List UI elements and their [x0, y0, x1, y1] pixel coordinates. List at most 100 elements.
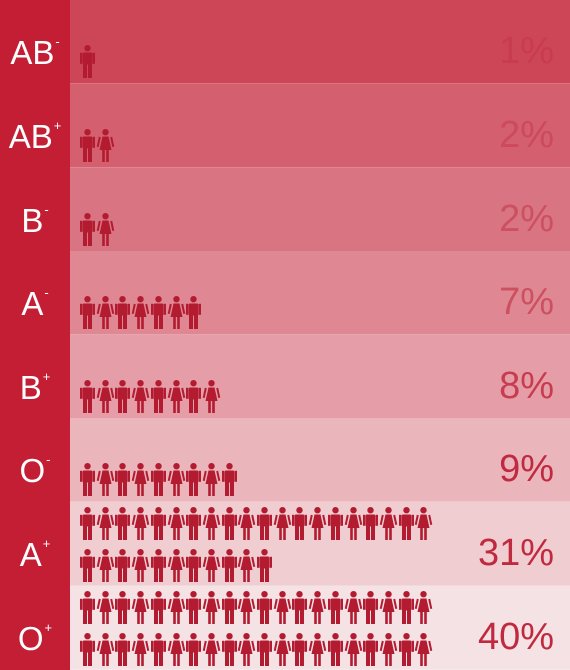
- person-icon: [115, 549, 131, 582]
- blood-type-letter: A: [21, 285, 44, 322]
- person-icon: [96, 213, 114, 246]
- person-icon: [292, 591, 308, 624]
- blood-type-label: AB-: [0, 35, 70, 69]
- person-icon: [238, 633, 256, 666]
- person-icon: [96, 463, 114, 496]
- person-icon: [115, 591, 131, 624]
- person-icon: [80, 463, 95, 496]
- blood-type-label: A+: [0, 537, 70, 571]
- person-icon: [115, 380, 131, 413]
- person-icon: [257, 549, 272, 582]
- person-icon: [80, 129, 95, 162]
- row-b-positive: [70, 335, 570, 419]
- person-icon: [202, 463, 221, 496]
- person-icon: [398, 591, 414, 624]
- person-icon: [292, 507, 308, 540]
- row-o-negative: [70, 418, 570, 502]
- blood-type-label: O+: [0, 621, 70, 655]
- person-icon: [167, 380, 185, 413]
- blood-type-label: B+: [0, 370, 70, 404]
- percent-label: 2%: [499, 114, 554, 156]
- person-icon: [292, 633, 308, 666]
- person-icon: [379, 591, 398, 624]
- person-icon: [363, 507, 379, 540]
- person-icon: [238, 549, 256, 582]
- person-icon: [115, 296, 131, 329]
- row-a-negative: [70, 251, 570, 335]
- person-icon: [202, 549, 221, 582]
- person-icon: [131, 507, 150, 540]
- person-icon: [238, 507, 256, 540]
- rh-sign: +: [42, 369, 51, 384]
- person-icon: [167, 549, 185, 582]
- rh-sign: -: [46, 452, 51, 467]
- person-icon: [167, 463, 185, 496]
- person-icon: [327, 507, 343, 540]
- person-icon: [150, 380, 166, 413]
- blood-type-letter: O: [17, 620, 44, 657]
- percent-label: 1%: [499, 30, 554, 72]
- blood-type-letter: B: [21, 202, 44, 239]
- person-icon: [150, 296, 166, 329]
- person-icon: [96, 507, 114, 540]
- person-icon: [96, 129, 114, 162]
- person-icon: [167, 591, 185, 624]
- person-icon: [131, 463, 150, 496]
- person-icon: [80, 380, 95, 413]
- blood-type-label: O-: [0, 453, 70, 487]
- rh-sign: -: [55, 34, 60, 49]
- person-icon: [96, 549, 114, 582]
- rh-sign: +: [44, 620, 53, 635]
- person-icon: [80, 549, 95, 582]
- percent-label: 7%: [499, 281, 554, 323]
- person-icon: [221, 633, 237, 666]
- person-icon: [96, 380, 114, 413]
- person-icon: [80, 633, 95, 666]
- person-icon: [186, 591, 202, 624]
- person-icon: [202, 591, 221, 624]
- person-icon: [131, 549, 150, 582]
- person-icon: [131, 380, 150, 413]
- percent-label: 31%: [477, 532, 554, 574]
- person-icon: [398, 633, 414, 666]
- blood-type-letter: O: [19, 452, 46, 489]
- person-icon: [150, 549, 166, 582]
- person-icon: [308, 507, 327, 540]
- person-icon: [150, 463, 166, 496]
- row-ab-positive: [70, 84, 570, 168]
- rh-sign: -: [44, 285, 49, 300]
- person-icon: [186, 633, 202, 666]
- person-icon: [398, 507, 414, 540]
- person-icon: [363, 591, 379, 624]
- person-icon: [221, 507, 237, 540]
- person-icon: [273, 507, 291, 540]
- person-icon: [131, 296, 150, 329]
- person-icon: [415, 591, 433, 624]
- person-icon: [131, 591, 150, 624]
- person-icon: [379, 633, 398, 666]
- blood-type-letter: B: [19, 369, 42, 406]
- person-icon: [327, 633, 343, 666]
- person-icon: [150, 591, 166, 624]
- percent-label: 9%: [499, 448, 554, 490]
- row-b-negative: [70, 168, 570, 252]
- person-icon: [80, 296, 95, 329]
- person-icon: [96, 296, 114, 329]
- blood-type-sidebar: [0, 0, 70, 670]
- person-icon: [379, 507, 398, 540]
- person-icon: [202, 380, 221, 413]
- person-icon: [80, 213, 95, 246]
- person-icon: [96, 591, 114, 624]
- person-icon: [150, 507, 166, 540]
- person-icon: [327, 591, 343, 624]
- percent-label: 2%: [499, 198, 554, 240]
- blood-type-label: AB+: [0, 119, 70, 153]
- person-icon: [186, 296, 202, 329]
- person-icon: [167, 633, 185, 666]
- person-icon: [80, 591, 95, 624]
- rh-sign: -: [44, 202, 49, 217]
- person-icon: [186, 380, 202, 413]
- rh-sign: +: [42, 536, 51, 551]
- blood-type-letter: A: [19, 536, 42, 573]
